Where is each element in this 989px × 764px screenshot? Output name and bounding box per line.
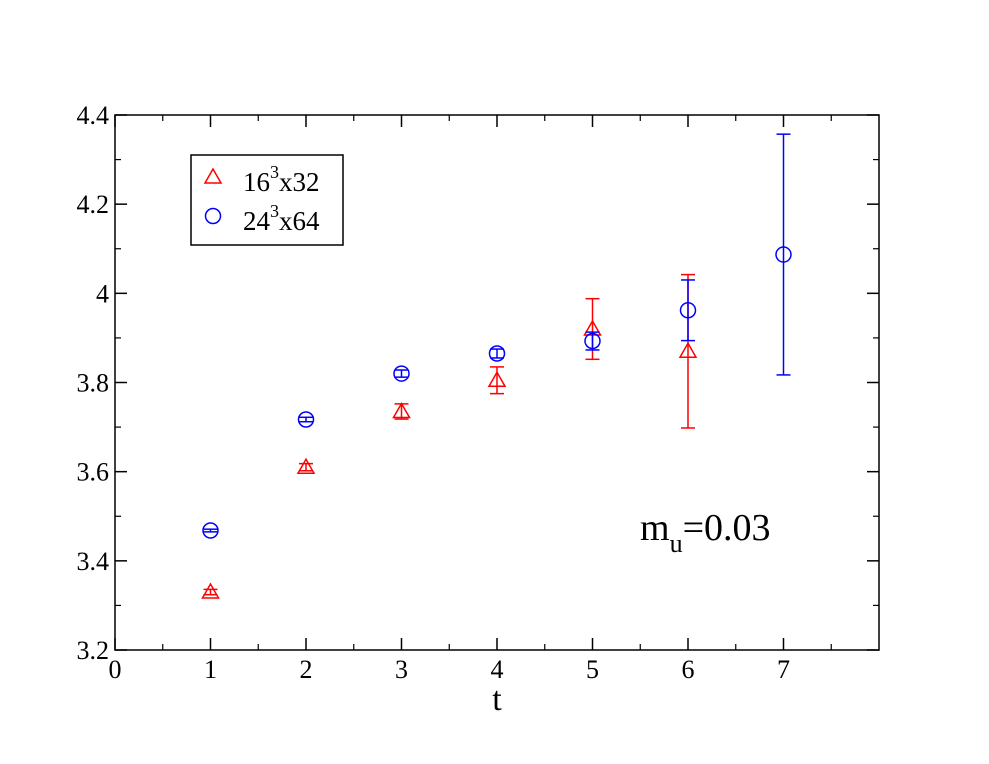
- legend-label-base: 24: [243, 206, 271, 236]
- legend-label: 243x64: [243, 201, 320, 236]
- legend-marker: [203, 167, 223, 184]
- data-point: [201, 582, 220, 599]
- legend-item-0: 163x32: [203, 162, 320, 197]
- data-point: [678, 341, 698, 359]
- mass-annotation-base: m: [640, 507, 670, 549]
- x-tick-label: 0: [109, 655, 122, 684]
- data-point: [488, 345, 506, 362]
- y-tick-label: 4.4: [77, 101, 110, 130]
- x-tick-label: 7: [777, 655, 790, 684]
- legend-label: 163x32: [243, 162, 320, 197]
- legend-label-rest: x32: [279, 167, 320, 197]
- data-point: [393, 365, 410, 382]
- x-tick-label: 6: [682, 655, 695, 684]
- y-tick-label: 3.6: [77, 458, 110, 487]
- y-tick-label: 4.2: [77, 190, 110, 219]
- data-point: [202, 522, 219, 539]
- series-1: [202, 133, 792, 539]
- legend-label-base: 16: [243, 167, 270, 197]
- data-point: [392, 401, 411, 419]
- data-point: [297, 411, 315, 428]
- x-tick-label: 2: [300, 655, 313, 684]
- y-tick-label: 3.8: [77, 369, 110, 398]
- legend-box: [190, 154, 344, 246]
- x-axis-label: t: [492, 681, 502, 718]
- data-point: [296, 457, 316, 474]
- x-tick-label: 4: [491, 655, 504, 684]
- mass-annotation: mu=0.03: [640, 507, 771, 558]
- x-axis: 0 1 2 3 4 5 6 7: [109, 115, 832, 684]
- mass-annotation-subscript: u: [670, 529, 683, 558]
- legend-label-sup: 3: [270, 201, 279, 221]
- y-tick-label: 3.2: [77, 636, 110, 665]
- data-point: [487, 370, 507, 388]
- y-tick-label: 3.4: [77, 547, 110, 576]
- x-tick-label: 3: [395, 655, 408, 684]
- y-axis: 3.2 3.4 3.6 3.8 4 4.2 4.4: [77, 101, 879, 665]
- y-tick-label: 4: [96, 279, 109, 308]
- mass-annotation-value: =0.03: [683, 507, 771, 549]
- data-marks: [201, 133, 792, 599]
- data-point: [679, 302, 697, 319]
- legend-label-rest: x64: [279, 206, 320, 236]
- legend-label-sup: 3: [270, 162, 279, 182]
- legend-item-1: 243x64: [204, 201, 320, 236]
- data-point: [775, 246, 792, 263]
- legend-marker: [204, 207, 222, 225]
- x-tick-label: 5: [586, 655, 599, 684]
- x-tick-label: 1: [204, 655, 217, 684]
- data-point: [584, 332, 601, 350]
